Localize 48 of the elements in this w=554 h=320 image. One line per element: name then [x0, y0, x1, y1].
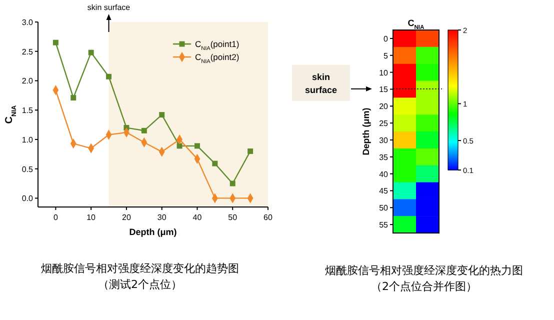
point [248, 148, 254, 154]
x-tick-label: 60 [264, 213, 273, 222]
x-tick-label: 30 [157, 213, 167, 222]
y-tick-label: 10 [379, 68, 389, 78]
x-tick-label: 40 [192, 213, 202, 222]
point [230, 180, 236, 186]
legend-label: C$_{NIA}$(point2) [195, 52, 240, 65]
y-tick-label: 50 [379, 204, 389, 213]
point [52, 40, 58, 46]
point [106, 74, 112, 80]
point [88, 50, 94, 56]
point [70, 95, 76, 100]
x-tick-label: 50 [228, 213, 238, 222]
y-tick-label: 40 [379, 170, 389, 179]
y-tick-label: 35 [379, 152, 389, 162]
point [212, 160, 218, 166]
y-tick-label: 1.0 [22, 135, 34, 144]
x-axis-title: Depth (μm) [129, 227, 177, 237]
text: 烟酰胺信号相对强度经深度变化的趋势图 [41, 262, 239, 275]
point [159, 112, 165, 118]
y-tick-label: 3.0 [22, 18, 34, 27]
y-tick-label: 2.0 [22, 76, 34, 86]
x-tick-label: 10 [86, 213, 96, 222]
point [194, 143, 200, 149]
y-tick-label: 55 [379, 220, 389, 230]
point [176, 143, 182, 149]
point [141, 128, 147, 134]
y-tick-label: 25 [379, 119, 389, 128]
color-bar-title: C$_{NIA}$ [408, 18, 426, 31]
y-tick-label: 0.0 [22, 194, 34, 204]
y-tick-label: 20 [379, 102, 389, 112]
y-axis-title: Depth (μm) [361, 108, 371, 156]
y-tick-label: 5 [384, 51, 389, 60]
y-tick-label: 15 [379, 85, 389, 94]
y-tick-label: 1.5 [22, 106, 34, 116]
text: （测试2个点位） [98, 278, 182, 291]
y-tick-label: 2.5 [22, 47, 34, 56]
y-tick-label: 0 [384, 34, 389, 44]
y-tick-label: 0.5 [22, 164, 34, 174]
text: （2个点位合并作图） [371, 280, 477, 293]
text: 烟酰胺信号相对强度经深度变化的热力图 [325, 264, 523, 277]
x-tick-label: 20 [122, 213, 132, 222]
annotation: skin surface [87, 3, 131, 12]
y-tick-label: 30 [379, 136, 389, 145]
x-tick-label: 0 [53, 213, 58, 222]
legend-label: C$_{NIA}$(point1) [195, 39, 240, 52]
y-tick-label: 45 [379, 186, 389, 196]
text: skin surface [304, 72, 338, 95]
